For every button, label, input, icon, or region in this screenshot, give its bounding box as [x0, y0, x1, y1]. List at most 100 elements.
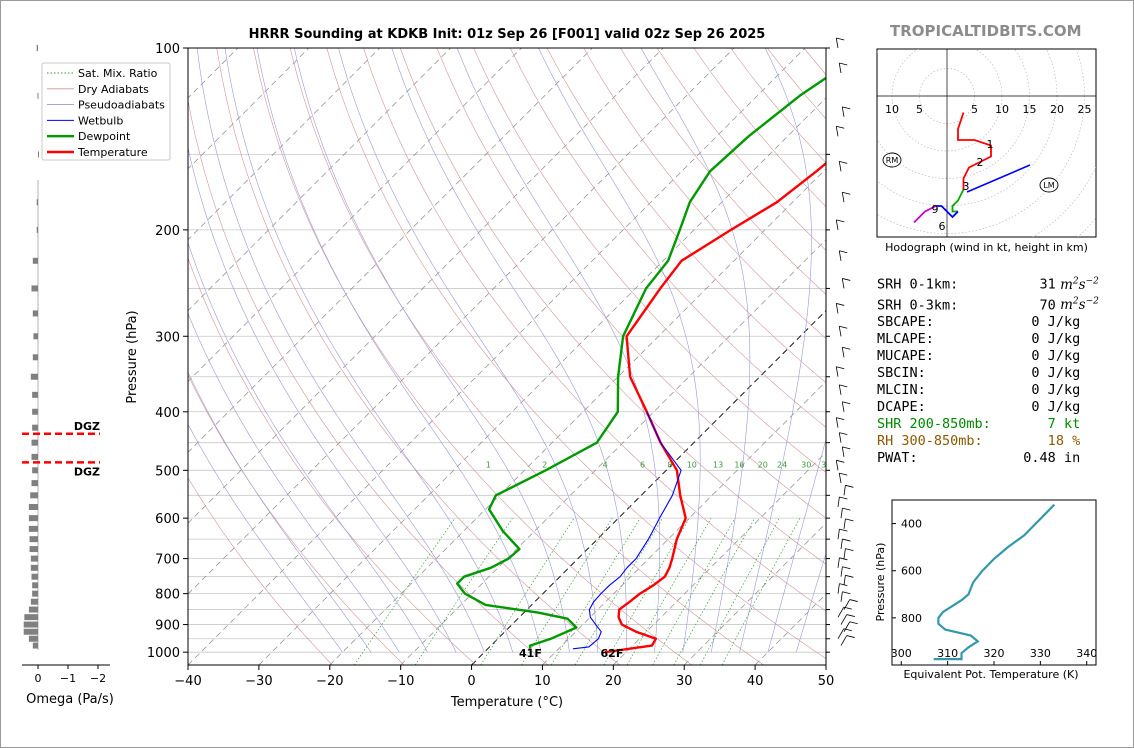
barb-flag	[836, 459, 845, 463]
barb-staff	[840, 566, 843, 577]
mixing-ratio-line	[673, 518, 756, 665]
isotherm-line	[613, 451, 826, 665]
theta-e-x-tick-label: 340	[1076, 647, 1097, 660]
index-row: SRH 0-3km: 70 m2s−2	[877, 294, 1099, 315]
barb-flag	[836, 37, 845, 41]
omega-bar	[28, 515, 38, 522]
barb-flag	[839, 557, 848, 561]
mixing-ratio-label: 10	[687, 460, 697, 469]
wind-barb	[841, 401, 851, 412]
surface-temperature-label: 62F	[601, 647, 624, 660]
pseudoadiabat	[188, 312, 400, 653]
x-tick-label: 20	[605, 674, 622, 689]
omega-bar	[32, 391, 38, 398]
wind-barb	[837, 628, 852, 639]
dry-adiabat	[510, 48, 826, 428]
wind-barb	[838, 384, 848, 395]
dgz-label: DGZ	[74, 420, 100, 433]
x-tick-label: −20	[316, 674, 343, 689]
dry-adiabat	[473, 48, 826, 473]
x-tick-label: −30	[245, 674, 272, 689]
wind-barb	[843, 599, 858, 610]
surface-dewpoint-label: 41F	[519, 647, 542, 660]
barb-staff	[840, 508, 843, 519]
omega-bar	[32, 590, 38, 597]
pseudoadiabat	[294, 48, 570, 653]
y-axis-label: Pressure (hPa)	[125, 310, 140, 403]
omega-bar	[30, 564, 38, 571]
barb-flag	[843, 606, 852, 610]
barb-flag	[842, 591, 851, 595]
lm-marker	[1039, 177, 1059, 193]
wind-barb	[835, 219, 845, 230]
theta-e-line	[933, 503, 1056, 661]
omega-bar	[23, 628, 38, 635]
theta-e-y-tick-label: 400	[901, 518, 922, 531]
omega-bar	[31, 573, 38, 580]
barb-staff	[838, 161, 842, 172]
barb-staff	[837, 557, 840, 568]
mixing-ratio-line	[550, 518, 641, 665]
dry-adiabat	[326, 48, 826, 659]
barb-staff	[835, 219, 839, 230]
mixing-ratio-line	[626, 518, 712, 665]
dry-adiabat	[216, 48, 621, 665]
hodograph-height-label: 9	[932, 203, 939, 216]
wind-barb	[838, 472, 848, 484]
omega-bar	[37, 92, 39, 99]
barb-flag	[839, 62, 848, 66]
wind-barb	[838, 325, 848, 337]
pseudoadiabat	[188, 371, 372, 653]
barb-flag	[836, 219, 845, 223]
y-tick-label: 300	[155, 330, 180, 345]
dry-adiabat	[399, 48, 826, 565]
omega-bar	[32, 424, 38, 431]
mixing-ratio-label: 20	[758, 460, 768, 469]
wind-barb	[838, 160, 848, 172]
wind-barb	[840, 538, 851, 550]
rm-label: RM	[886, 156, 899, 165]
hodograph-height-label: 2	[977, 156, 984, 169]
omega-bar	[31, 453, 38, 460]
index-value: 70	[1007, 297, 1056, 313]
mixing-ratio-line	[521, 518, 613, 665]
pseudoadiabat	[224, 48, 513, 653]
theta-e-x-tick-label: 320	[984, 647, 1005, 660]
theta-e-frame	[891, 499, 1097, 666]
omega-bar	[32, 642, 38, 649]
barb-staff	[838, 250, 842, 261]
barb-flag	[842, 106, 851, 110]
x-tick-label: 0	[467, 674, 475, 689]
barb-staff	[843, 485, 846, 496]
pseudoadiabat	[338, 48, 599, 653]
barb-staff	[837, 529, 840, 540]
isotherm-line	[683, 522, 826, 665]
barb-staff	[835, 37, 839, 49]
wind-barb	[841, 106, 851, 117]
barb-staff	[835, 303, 839, 314]
omega-tick-label: −2	[90, 672, 106, 685]
wind-barb	[843, 548, 854, 559]
omega-bar	[36, 45, 38, 51]
pseudoadiabat	[196, 48, 485, 653]
pseudoadiabat	[391, 48, 627, 653]
wind-barb	[837, 557, 848, 568]
mixing-ratio-line	[354, 517, 456, 665]
pseudoadiabat	[796, 552, 826, 653]
mixing-ratio-label: 16	[734, 460, 744, 469]
legend-entry: Dry Adiabats	[78, 83, 149, 96]
barb-staff	[835, 460, 839, 471]
index-value: 7 kt	[1007, 416, 1081, 432]
barb-flag	[843, 628, 852, 632]
omega-bar	[30, 555, 38, 562]
omega-bar	[32, 582, 38, 589]
wind-barb	[843, 621, 858, 632]
omega-bar	[32, 310, 38, 317]
wind-barb	[835, 303, 845, 314]
barb-flag	[845, 484, 854, 488]
x-tick-label: −40	[174, 674, 201, 689]
wind-barb	[837, 528, 848, 540]
y-tick-label: 800	[155, 588, 180, 603]
barb-flag	[842, 566, 851, 570]
mixing-ratio-line	[652, 518, 736, 665]
